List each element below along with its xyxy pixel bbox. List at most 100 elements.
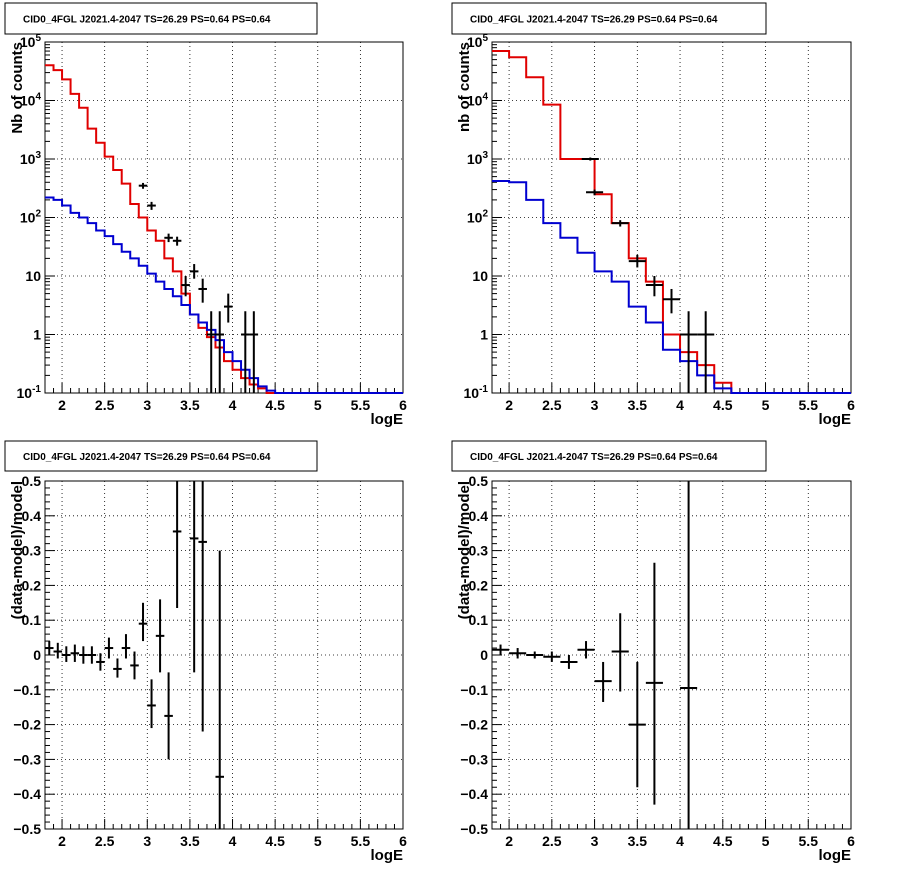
y-tick-label: 0.3 <box>22 543 42 559</box>
x-tick-label: 6 <box>399 833 407 849</box>
x-tick-label: 4 <box>229 833 237 849</box>
data-point <box>697 311 715 393</box>
y-tick-label: −0.4 <box>13 786 41 802</box>
plot-frame <box>491 480 852 830</box>
data-point <box>189 481 199 673</box>
data-point <box>62 646 71 662</box>
x-tick-label: 2.5 <box>95 833 115 849</box>
data-point <box>113 658 122 678</box>
model-histogram-total <box>492 50 851 394</box>
y-tick-label: −0.2 <box>460 717 488 733</box>
data-point <box>45 641 54 655</box>
x-tick-label: 3 <box>143 833 151 849</box>
data-point <box>70 644 80 662</box>
data-point <box>164 672 173 760</box>
x-tick-label: 3 <box>591 833 599 849</box>
x-tick-label: 2 <box>505 833 513 849</box>
data-point <box>87 646 97 664</box>
data-point <box>79 646 88 664</box>
x-axis-title: logE <box>371 847 404 864</box>
title-box <box>451 440 767 472</box>
chart-panel-bottom-left: CID0_4FGL J2021.4-2047 TS=26.29 PS=0.64 … <box>4 440 407 864</box>
y-tick-label: −0.1 <box>13 682 41 698</box>
y-tick-label: −0.5 <box>13 821 41 837</box>
y-tick-label: −0.1 <box>460 682 488 698</box>
data-point <box>611 220 629 227</box>
data-point <box>680 481 698 829</box>
x-tick-label: 5.5 <box>799 397 819 413</box>
data-point <box>121 634 131 659</box>
data-point <box>581 157 599 161</box>
x-tick-label: 4.5 <box>713 833 733 849</box>
data-point <box>577 641 595 659</box>
y-axis-title: (data-model)/model <box>9 481 26 619</box>
x-tick-label: 4.5 <box>713 397 733 413</box>
chart-panel-top-left: CID0_4FGL J2021.4-2047 TS=26.29 PS=0.64 … <box>4 2 407 428</box>
y-tick-label: 0.4 <box>22 508 42 524</box>
data-point <box>189 264 199 279</box>
data-point <box>645 276 663 297</box>
data-point <box>147 679 156 729</box>
y-tick-label: 0.5 <box>469 473 489 489</box>
x-tick-label: 6 <box>847 833 855 849</box>
data-point <box>181 276 190 297</box>
y-tick-label: −0.2 <box>13 717 41 733</box>
data-point <box>138 602 148 642</box>
y-tick-label: 10-1 <box>17 384 42 401</box>
data-point <box>172 236 182 246</box>
x-tick-label: 4 <box>676 397 684 413</box>
data-point <box>198 278 207 303</box>
y-tick-label: 0.1 <box>22 612 42 628</box>
y-tick-label: 10 <box>472 268 488 284</box>
x-tick-label: 3 <box>143 397 151 413</box>
data-point <box>586 189 604 196</box>
x-tick-label: 2 <box>58 833 66 849</box>
y-tick-label: −0.3 <box>460 751 488 767</box>
data-point <box>130 651 139 680</box>
y-tick-label: 0.4 <box>469 508 489 524</box>
x-axis-title: logE <box>819 847 852 864</box>
y-tick-label: 0 <box>480 647 488 663</box>
x-tick-label: 6 <box>847 397 855 413</box>
chart-title: CID0_4FGL J2021.4-2047 TS=26.29 PS=0.64 … <box>23 452 271 463</box>
chart-panel-top-right: CID0_4FGL J2021.4-2047 TS=26.29 PS=0.64 … <box>451 2 855 428</box>
data-point <box>164 233 173 243</box>
x-axis-title: logE <box>371 411 404 428</box>
y-tick-label: 103 <box>20 150 42 167</box>
y-tick-label: −0.4 <box>460 786 488 802</box>
x-tick-label: 3 <box>591 397 599 413</box>
y-tick-label: 1 <box>480 327 488 343</box>
y-axis-title: Nb of counts <box>9 42 26 134</box>
data-point <box>611 613 629 692</box>
chart-title: CID0_4FGL J2021.4-2047 TS=26.29 PS=0.64 … <box>470 15 718 26</box>
title-box <box>451 2 767 35</box>
x-tick-label: 4.5 <box>265 397 285 413</box>
x-tick-label: 3.5 <box>180 833 200 849</box>
y-tick-label: 102 <box>467 209 489 226</box>
title-box <box>4 440 318 472</box>
x-axis-title: logE <box>819 411 852 428</box>
data-point <box>492 644 510 655</box>
x-tick-label: 2 <box>505 397 513 413</box>
data-point <box>104 637 114 659</box>
data-point <box>138 182 148 189</box>
data-point <box>628 254 646 268</box>
y-tick-label: −0.3 <box>13 751 41 767</box>
x-tick-label: 2.5 <box>95 397 115 413</box>
title-box <box>4 2 318 35</box>
y-tick-label: 0.3 <box>469 543 489 559</box>
data-point <box>249 311 259 393</box>
data-point <box>680 311 698 393</box>
x-tick-label: 3.5 <box>628 397 648 413</box>
data-point <box>645 562 663 805</box>
data-point <box>560 655 578 669</box>
data-point <box>215 550 224 829</box>
data-point <box>543 651 561 662</box>
x-tick-label: 4 <box>229 397 237 413</box>
data-point <box>155 599 165 673</box>
y-tick-label: 0.2 <box>469 577 489 593</box>
x-tick-label: 4.5 <box>265 833 285 849</box>
y-axis-title: nb of counts <box>456 42 473 132</box>
y-tick-label: 10 <box>25 268 41 284</box>
